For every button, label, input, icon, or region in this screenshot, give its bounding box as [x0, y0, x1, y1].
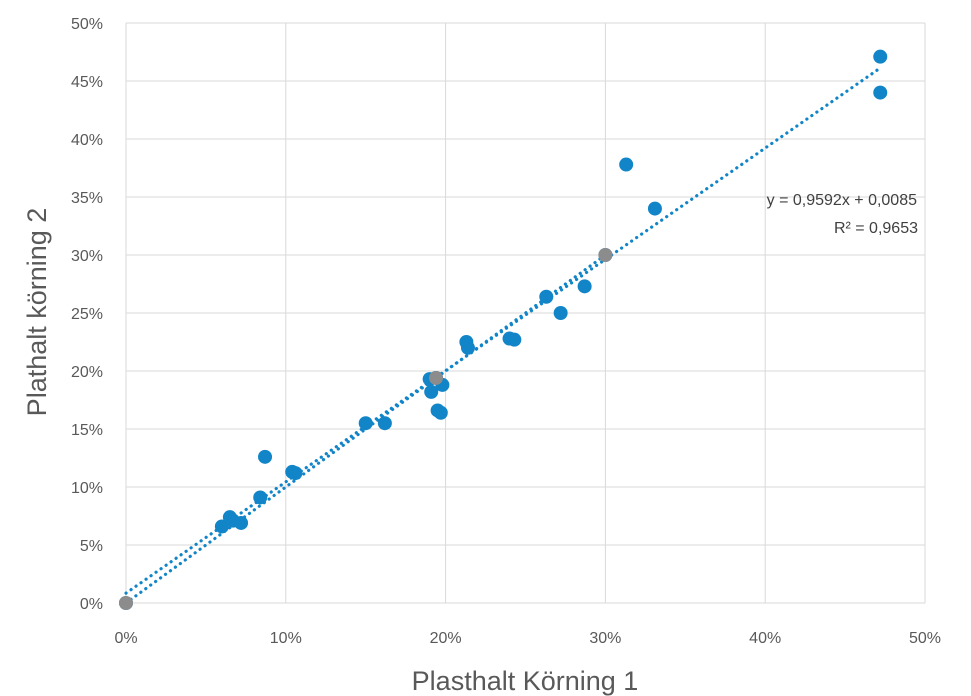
data-point: [507, 332, 522, 347]
x-tick-label: 20%: [430, 630, 462, 647]
gridlines: [125, 22, 926, 604]
x-tick-label: 30%: [589, 630, 621, 647]
trendline: [124, 66, 882, 595]
x-tick-label: 0%: [114, 630, 137, 647]
data-point: [377, 416, 392, 431]
highlighted-point: [429, 370, 444, 385]
y-tick-label: 0%: [80, 596, 103, 613]
data-point: [553, 306, 568, 320]
y-tick-label: 5%: [80, 538, 103, 555]
data-point: [424, 384, 439, 399]
data-point: [258, 449, 273, 464]
data-point: [234, 515, 249, 530]
y-tick-label: 45%: [71, 74, 103, 91]
data-point: [288, 466, 303, 481]
data-point: [214, 519, 229, 534]
data-points: [119, 49, 888, 610]
data-point: [433, 405, 448, 420]
x-tick-label: 10%: [270, 630, 302, 647]
x-tick-label: 40%: [749, 630, 781, 647]
data-point: [873, 49, 888, 64]
y-tick-label: 15%: [71, 422, 103, 439]
y-axis-title: Plathalt körning 2: [22, 208, 52, 417]
trend-r-squared: R² = 0,9653: [834, 220, 918, 237]
x-tick-label: 50%: [909, 630, 941, 647]
data-point: [539, 289, 554, 304]
y-tick-label: 25%: [71, 306, 103, 323]
y-tick-label: 20%: [71, 364, 103, 381]
y-tick-labels: 0% 5% 10% 15% 20% 25% 30% 35% 40% 45% 50%: [71, 16, 103, 613]
trendlines: [124, 66, 882, 605]
trendline: [124, 253, 608, 605]
x-axis-title: Plasthalt Körning 1: [412, 666, 639, 696]
y-tick-label: 30%: [71, 248, 103, 265]
y-tick-label: 40%: [71, 132, 103, 149]
trend-equation: y = 0,9592x + 0,0085: [767, 192, 917, 209]
highlighted-point: [598, 248, 613, 262]
y-tick-label: 50%: [71, 16, 103, 33]
data-point: [619, 157, 634, 172]
data-point: [253, 490, 268, 505]
highlighted-point: [119, 596, 133, 610]
y-tick-label: 10%: [71, 480, 103, 497]
y-tick-label: 35%: [71, 190, 103, 207]
data-point: [460, 340, 475, 355]
data-point: [577, 279, 592, 294]
data-point: [358, 416, 373, 431]
data-point: [873, 85, 888, 100]
x-tick-labels: 0% 10% 20% 30% 40% 50%: [114, 630, 941, 647]
data-point: [647, 201, 662, 216]
